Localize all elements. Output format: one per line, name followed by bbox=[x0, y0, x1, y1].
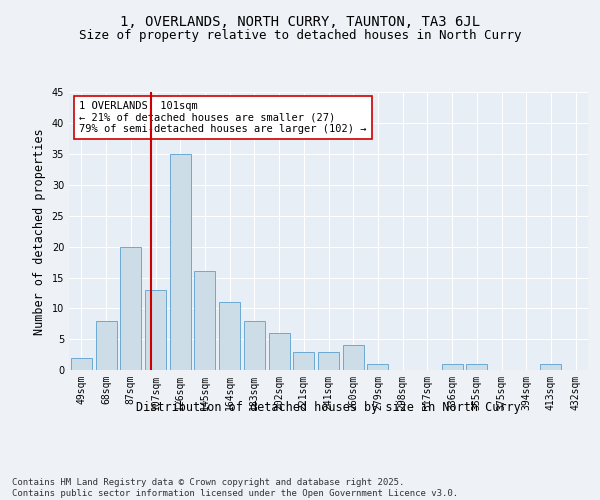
Bar bbox=[194, 272, 215, 370]
Bar bbox=[367, 364, 388, 370]
Bar bbox=[442, 364, 463, 370]
Text: Size of property relative to detached houses in North Curry: Size of property relative to detached ho… bbox=[79, 28, 521, 42]
Bar bbox=[541, 364, 562, 370]
Text: 1, OVERLANDS, NORTH CURRY, TAUNTON, TA3 6JL: 1, OVERLANDS, NORTH CURRY, TAUNTON, TA3 … bbox=[120, 16, 480, 30]
Bar bbox=[219, 302, 240, 370]
Bar bbox=[170, 154, 191, 370]
Text: Distribution of detached houses by size in North Curry: Distribution of detached houses by size … bbox=[136, 401, 521, 414]
Bar bbox=[269, 333, 290, 370]
Bar bbox=[145, 290, 166, 370]
Bar bbox=[293, 352, 314, 370]
Bar bbox=[71, 358, 92, 370]
Bar bbox=[244, 320, 265, 370]
Text: Contains HM Land Registry data © Crown copyright and database right 2025.
Contai: Contains HM Land Registry data © Crown c… bbox=[12, 478, 458, 498]
Y-axis label: Number of detached properties: Number of detached properties bbox=[33, 128, 46, 334]
Bar bbox=[466, 364, 487, 370]
Bar bbox=[343, 346, 364, 370]
Bar bbox=[95, 320, 116, 370]
Text: 1 OVERLANDS: 101sqm
← 21% of detached houses are smaller (27)
79% of semi-detach: 1 OVERLANDS: 101sqm ← 21% of detached ho… bbox=[79, 101, 367, 134]
Bar bbox=[120, 246, 141, 370]
Bar bbox=[318, 352, 339, 370]
